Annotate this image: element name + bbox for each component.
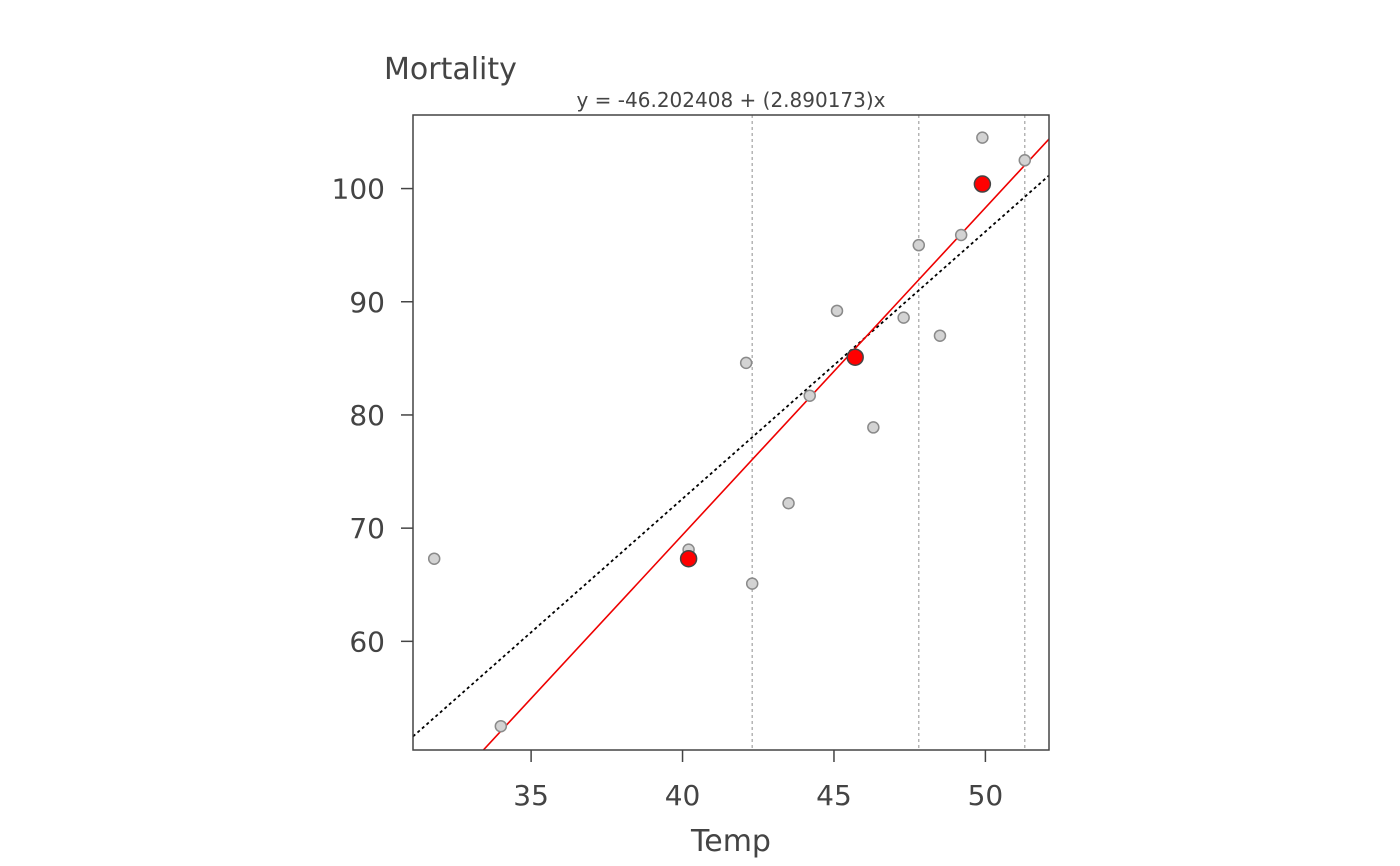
median-point-0 [679,549,698,568]
median-points [679,175,992,568]
data-point-0 [427,552,441,565]
y-axis: 60 70 80 90 100 [332,173,413,658]
data-point-8 [867,421,880,434]
x-axis-label: Temp [690,824,771,859]
x-axis: 35 40 45 50 [513,750,1003,812]
x-tick-label-35: 35 [513,779,549,812]
median-point-1 [846,348,864,366]
fit-lines [413,138,1049,750]
y-tick-label-100: 100 [332,173,385,206]
y-tick-label-80: 80 [349,399,385,432]
y-tick-label-60: 60 [349,625,385,658]
data-points [427,131,1032,733]
y-axis-label: Mortality [384,52,517,87]
equation-subtitle: y = -46.202408 + (2.890173)x [576,88,885,112]
data-point-5 [782,496,795,510]
data-point-6 [803,389,816,402]
x-tick-label-50: 50 [968,779,1004,812]
data-point-4 [745,577,759,590]
data-point-14 [1018,154,1032,167]
least-squares-line [413,174,1049,738]
data-point-13 [976,131,989,144]
data-point-12 [954,228,968,242]
plot-frame [412,114,1050,751]
data-point-7 [830,304,844,318]
data-point-1 [494,719,508,733]
resistant-line [482,138,1049,750]
y-tick-label-70: 70 [349,512,385,545]
data-point-3 [739,356,753,370]
data-point-11 [933,329,947,342]
median-point-2 [973,175,992,193]
x-tick-label-45: 45 [816,779,852,812]
vertical-third-lines [751,115,1026,750]
data-point-10 [912,238,926,252]
data-point-9 [897,311,910,324]
x-tick-label-40: 40 [665,779,701,812]
y-tick-label-90: 90 [349,286,385,319]
